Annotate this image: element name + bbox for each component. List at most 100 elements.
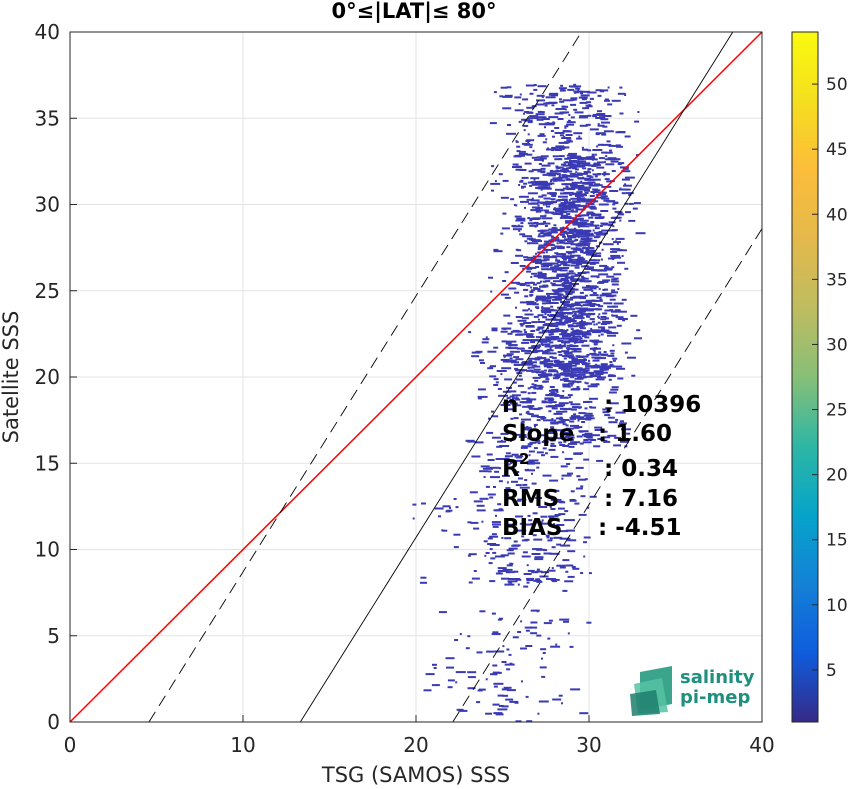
density-bin <box>584 192 589 194</box>
density-bin <box>606 180 611 183</box>
density-bin <box>501 688 509 691</box>
density-bin <box>528 346 538 349</box>
density-bin <box>563 519 574 522</box>
density-bin <box>559 98 562 101</box>
density-bin <box>447 686 453 689</box>
density-bin <box>605 365 615 368</box>
x-axis-label: TSG (SAMOS) SSS <box>321 763 510 787</box>
density-bin <box>546 292 555 295</box>
density-bin <box>535 439 541 442</box>
density-bin <box>560 231 569 234</box>
density-bin <box>515 396 518 399</box>
density-bin <box>543 622 552 625</box>
density-bin <box>491 533 497 536</box>
density-bin <box>538 343 541 346</box>
density-bin <box>574 111 584 114</box>
density-bin <box>521 362 527 365</box>
density-bin <box>509 402 518 405</box>
density-bin <box>568 255 571 258</box>
density-bin <box>502 212 507 215</box>
density-bin <box>589 97 594 100</box>
density-bin <box>540 263 550 266</box>
density-bin <box>617 92 626 95</box>
density-bin <box>563 286 572 289</box>
density-bin <box>565 290 569 293</box>
density-bin <box>620 420 624 423</box>
density-bins <box>412 83 646 723</box>
density-bin <box>565 206 576 209</box>
density-bin <box>521 317 529 320</box>
density-bin <box>520 324 524 327</box>
density-bin <box>578 312 586 315</box>
density-bin <box>593 370 604 373</box>
density-bin <box>489 496 494 499</box>
density-bin <box>535 262 542 265</box>
density-bin <box>591 169 594 172</box>
density-bin <box>512 404 522 407</box>
density-bin <box>545 251 548 254</box>
density-bin <box>558 146 567 149</box>
density-bin <box>530 276 533 278</box>
density-bin <box>565 396 568 399</box>
density-bin <box>503 686 512 689</box>
density-bin <box>564 374 572 377</box>
density-bin <box>490 673 496 676</box>
density-bin <box>548 515 559 518</box>
density-bin <box>581 200 591 203</box>
density-bin <box>563 296 566 299</box>
density-bin <box>612 305 619 308</box>
density-bin <box>577 419 580 422</box>
density-bin <box>543 255 550 258</box>
density-bin <box>549 277 559 280</box>
density-bin <box>542 234 552 237</box>
density-bin <box>551 388 559 391</box>
density-bin <box>571 308 575 311</box>
density-bin <box>593 259 601 262</box>
density-bin <box>508 578 516 580</box>
density-bin <box>554 514 561 516</box>
density-bin <box>537 248 541 251</box>
density-bin <box>567 208 572 211</box>
density-bin <box>528 407 537 410</box>
density-bin <box>535 209 544 212</box>
density-bin <box>565 251 573 254</box>
density-bin <box>555 108 566 110</box>
density-bin <box>543 248 553 251</box>
density-bin <box>564 125 569 128</box>
density-bin <box>570 688 581 691</box>
density-bin <box>608 221 616 224</box>
density-bin <box>567 355 570 358</box>
density-bin <box>560 208 568 211</box>
density-bin <box>594 153 597 156</box>
density-bin <box>541 361 547 364</box>
density-bin <box>534 158 544 161</box>
density-bin <box>590 383 600 386</box>
density-bin <box>489 548 493 551</box>
density-bin <box>491 521 501 524</box>
density-bin <box>538 233 541 236</box>
density-bin <box>575 307 582 310</box>
density-bin <box>562 451 565 454</box>
density-bin <box>602 279 611 282</box>
density-bin <box>529 302 536 305</box>
density-bin <box>575 329 579 332</box>
density-bin <box>514 455 517 458</box>
density-bin <box>459 633 462 635</box>
density-bin <box>579 291 584 294</box>
density-bin <box>570 305 575 308</box>
density-bin <box>538 163 542 165</box>
density-bin <box>572 155 577 158</box>
colorbar-tick-label: 40 <box>826 205 848 225</box>
density-bin <box>601 151 608 154</box>
density-bin <box>601 292 612 295</box>
density-bin <box>530 209 538 212</box>
density-bin <box>555 327 560 330</box>
density-bin <box>516 165 522 168</box>
density-bin <box>574 341 576 344</box>
density-bin <box>547 436 553 439</box>
density-bin <box>600 118 609 121</box>
density-bin <box>526 579 534 582</box>
density-bin <box>579 327 586 330</box>
density-bin <box>520 446 528 449</box>
density-bin <box>584 157 594 160</box>
